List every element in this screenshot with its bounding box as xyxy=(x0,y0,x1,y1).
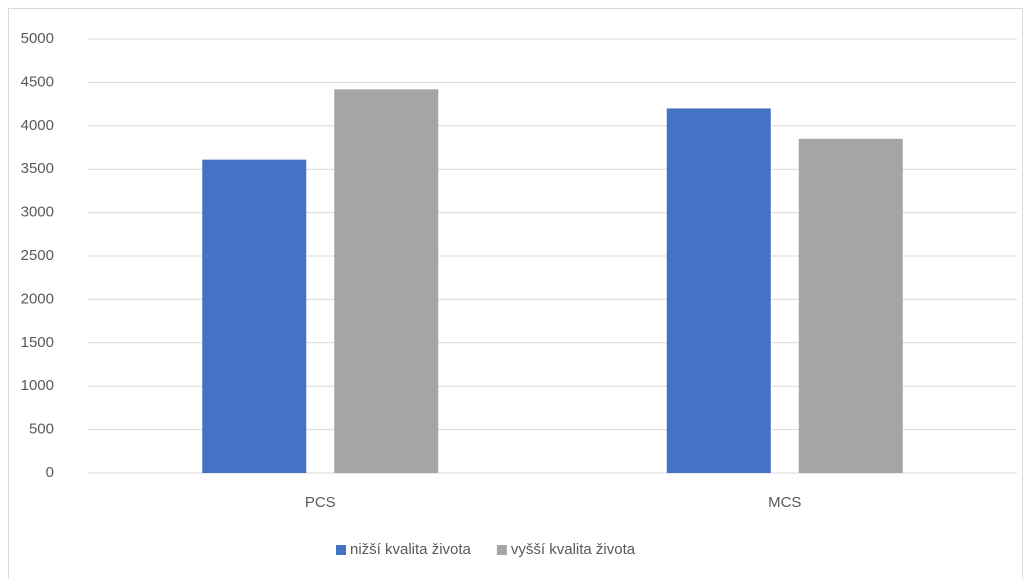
x-tick-label: MCS xyxy=(768,494,801,511)
bar xyxy=(666,108,771,473)
y-tick-label: 4000 xyxy=(21,117,54,134)
y-tick-label: 3000 xyxy=(21,204,54,221)
y-tick-label: 4500 xyxy=(21,73,54,90)
legend-swatch xyxy=(496,545,507,555)
x-tick-label: PCS xyxy=(305,494,336,511)
y-tick-label: 2500 xyxy=(21,247,54,264)
y-tick-label: 0 xyxy=(46,464,54,481)
bar xyxy=(202,159,307,474)
y-tick-label: 1000 xyxy=(21,377,54,394)
legend-label: vyšší kvalita života xyxy=(511,541,636,558)
legend-label: nižší kvalita života xyxy=(350,541,472,558)
legend-swatch xyxy=(336,545,346,555)
y-tick-label: 500 xyxy=(29,421,54,438)
y-tick-label: 1500 xyxy=(21,334,54,351)
y-tick-label: 5000 xyxy=(21,30,54,47)
bar xyxy=(798,138,903,473)
bar xyxy=(334,89,439,474)
y-tick-label: 2000 xyxy=(21,290,54,307)
y-tick-label: 3500 xyxy=(21,160,54,177)
